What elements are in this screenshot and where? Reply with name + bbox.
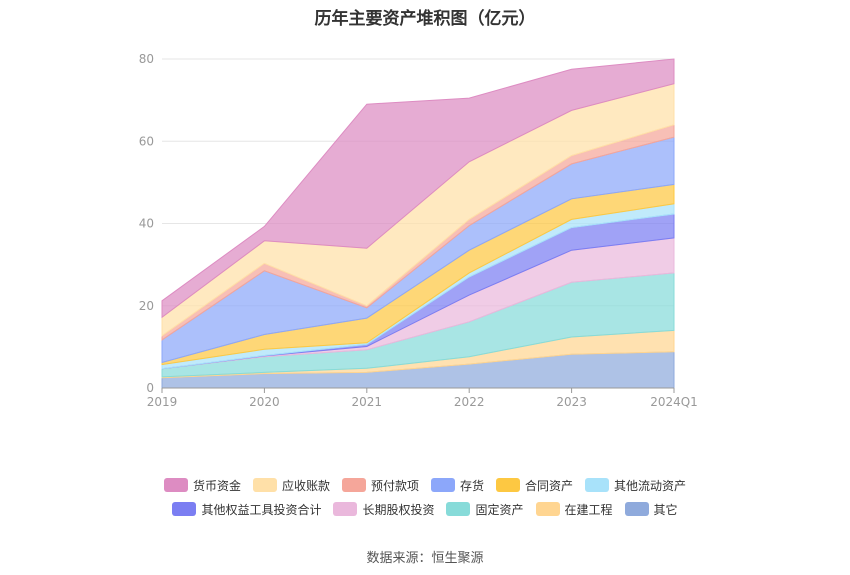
legend-label: 长期股权投资 — [362, 502, 435, 517]
legend-swatch — [431, 478, 455, 492]
legend: 货币资金 应收账款 预付款项 存货 合同资产 其他流动资产其他权益工具投资合计 长期股权投资… — [0, 473, 850, 521]
legend-item[interactable]: 合同资产 — [496, 477, 573, 494]
legend-label: 其他流动资产 — [614, 478, 687, 493]
y-tick-label-60: 60 — [139, 134, 154, 148]
legend-label: 存货 — [460, 478, 485, 493]
legend-label: 在建工程 — [564, 502, 613, 517]
legend-item[interactable]: 存货 — [431, 477, 484, 494]
legend-label: 预付款项 — [370, 478, 419, 493]
x-tick-label-4: 2023 — [556, 395, 587, 409]
stacked-area-chart: 0 20 40 60 80 2019 2020 2021 2022 2023 2024Q1 — [139, 52, 698, 409]
y-tick-label-80: 80 — [139, 52, 154, 66]
y-tick-label-40: 40 — [139, 217, 154, 231]
legend-row-1: 其他权益工具投资合计 长期股权投资 固定资产 在建工程 其它 — [0, 497, 850, 521]
legend-swatch — [163, 478, 188, 492]
legend-item[interactable]: 固定资产 — [446, 501, 524, 518]
legend-label: 应收账款 — [281, 478, 330, 493]
data-source: 数据来源：恒生聚源 — [366, 551, 484, 566]
legend-swatch — [252, 478, 277, 492]
x-tick-label-3: 2022 — [454, 395, 485, 409]
chart-title: 历年主要资产堆积图（亿元） — [314, 9, 536, 29]
legend-label: 其他权益工具投资合计 — [201, 502, 322, 517]
area-series-10 — [161, 58, 675, 319]
legend-swatch — [446, 502, 471, 516]
x-tick-label-2: 2021 — [352, 395, 383, 409]
legend-item[interactable]: 其他权益工具投资合计 — [172, 501, 321, 518]
legend-item[interactable]: 预付款项 — [341, 477, 419, 494]
legend-swatch — [585, 478, 610, 492]
y-tick-label-0: 0 — [146, 381, 154, 395]
legend-swatch — [624, 502, 649, 516]
legend-item[interactable]: 长期股权投资 — [333, 501, 434, 518]
legend-item[interactable]: 其它 — [624, 501, 678, 518]
legend-item[interactable]: 其他流动资产 — [585, 477, 686, 494]
legend-label: 固定资产 — [475, 502, 524, 517]
legend-item[interactable]: 在建工程 — [535, 501, 613, 518]
legend-swatch — [535, 502, 560, 516]
legend-row-0: 货币资金 应收账款 预付款项 存货 合同资产 其他流动资产 — [0, 473, 850, 497]
axes: 0 20 40 60 80 2019 2020 2021 2022 2023 2024Q1 — [139, 52, 698, 409]
x-tick-label-5: 2024Q1 — [650, 395, 698, 409]
legend-swatch — [333, 502, 358, 516]
legend-swatch — [341, 478, 366, 492]
legend-label: 货币资金 — [192, 478, 241, 493]
legend-swatch — [496, 478, 521, 492]
legend-item[interactable]: 应收账款 — [252, 477, 330, 494]
x-tick-label-1: 2020 — [249, 395, 280, 409]
legend-item[interactable]: 货币资金 — [163, 477, 241, 494]
y-tick-label-20: 20 — [139, 299, 154, 313]
legend-label: 其它 — [653, 502, 678, 517]
legend-swatch — [172, 502, 197, 516]
x-tick-label-0: 2019 — [147, 395, 178, 409]
legend-label: 合同资产 — [525, 478, 574, 493]
area-series — [161, 58, 675, 389]
